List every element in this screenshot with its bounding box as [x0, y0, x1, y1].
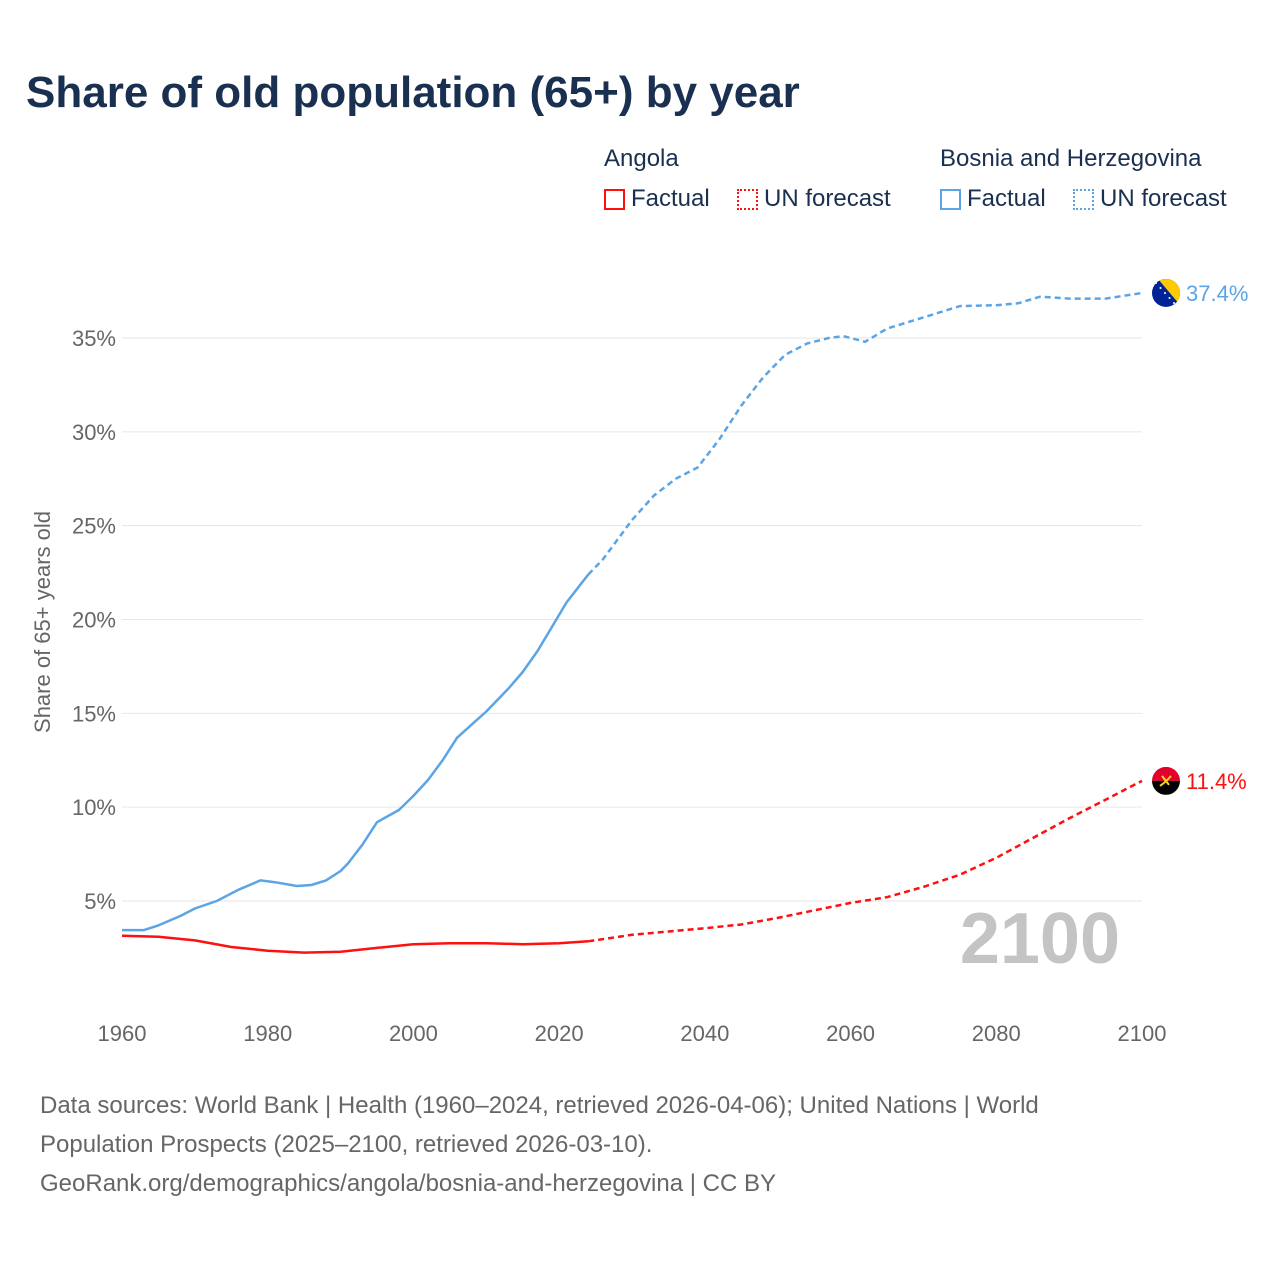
- solid-swatch-icon: [604, 188, 625, 210]
- x-tick-label: 1960: [98, 1021, 147, 1046]
- source-note: Data sources: World Bank | Health (1960–…: [40, 1086, 1240, 1203]
- flag-black-band: [1152, 780, 1180, 795]
- angola-forecast-line: [588, 779, 1143, 943]
- flag-emblem: [1159, 775, 1172, 787]
- x-tick-label: 2060: [826, 1021, 875, 1046]
- y-tick-label: 20%: [72, 608, 116, 633]
- flag-star: [1155, 281, 1157, 284]
- legend-bosnia-title: Bosnia and Herzegovina: [940, 145, 1202, 172]
- x-tick-label: 2080: [972, 1021, 1021, 1046]
- flag-star: [1159, 286, 1162, 289]
- flag-star: [1168, 296, 1171, 299]
- legend-bosnia-forecast[interactable]: UN forecast: [1073, 185, 1227, 213]
- chart-title: Share of old population (65+) by year: [26, 68, 800, 117]
- legend-angola-title: Angola: [604, 145, 679, 172]
- bosnia-end-label: 37.4%: [1186, 281, 1248, 306]
- y-tick-label: 10%: [72, 795, 116, 820]
- legend-angola-factual[interactable]: Factual: [604, 185, 710, 213]
- legend-label: Factual: [967, 185, 1046, 212]
- flag-yellow-triangle: [1158, 278, 1180, 305]
- angola-end-label: 11.4%: [1186, 769, 1247, 794]
- legend-angola-forecast[interactable]: UN forecast: [737, 185, 891, 213]
- flag-fill: [1152, 766, 1180, 795]
- source-line: Data sources: World Bank | Health (1960–…: [40, 1092, 1039, 1119]
- source-link[interactable]: GeoRank.org/demographics/angola/bosnia-a…: [40, 1170, 776, 1197]
- x-tick-label: 2000: [389, 1021, 438, 1046]
- bosnia-factual-line: [122, 573, 590, 932]
- flag-fill: [1152, 278, 1180, 307]
- bosnia-flag-icon: [1152, 278, 1180, 307]
- y-tick-label: 35%: [72, 326, 116, 351]
- y-axis-label: Share of 65+ years old: [30, 511, 55, 733]
- x-tick-label: 2040: [680, 1021, 729, 1046]
- dotted-swatch-icon: [737, 188, 758, 210]
- y-tick-label: 30%: [72, 420, 116, 445]
- solid-swatch-icon: [940, 188, 961, 210]
- angola-flag-icon: [1152, 766, 1180, 795]
- source-line: Population Prospects (2025–2100, retriev…: [40, 1131, 653, 1158]
- x-tick-label: 2020: [535, 1021, 584, 1046]
- flag-star: [1164, 291, 1166, 294]
- y-tick-label: 25%: [72, 514, 116, 539]
- year-watermark: 2100: [960, 899, 1120, 979]
- y-tick-label: 5%: [84, 889, 116, 914]
- flag-star: [1173, 301, 1175, 304]
- bosnia-forecast-line: [587, 291, 1143, 576]
- legend-label: UN forecast: [1100, 185, 1227, 212]
- flag-red-band: [1152, 766, 1180, 781]
- y-tick-label: 15%: [72, 701, 116, 726]
- x-tick-label: 1980: [243, 1021, 292, 1046]
- angola-factual-line: [121, 934, 589, 954]
- legend-label: Factual: [631, 185, 710, 212]
- legend-bosnia-factual[interactable]: Factual: [940, 185, 1046, 213]
- dotted-swatch-icon: [1073, 188, 1094, 210]
- x-tick-label: 2100: [1118, 1021, 1167, 1046]
- legend-label: UN forecast: [764, 185, 891, 212]
